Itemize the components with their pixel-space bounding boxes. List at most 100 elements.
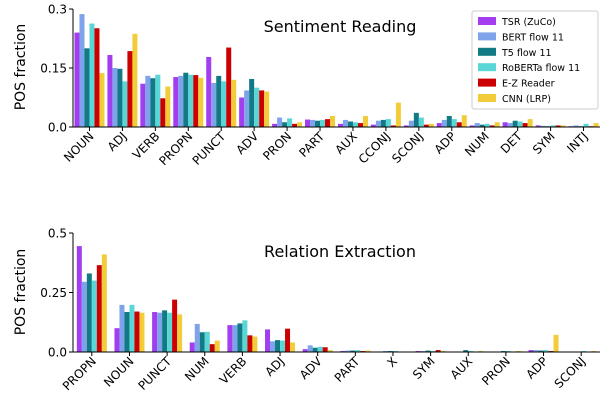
bar-pron-series-5: [297, 122, 303, 127]
legend-swatch: [478, 94, 496, 102]
bar-noun-series-3: [89, 23, 95, 127]
x-tick-label: ADJ: [105, 129, 130, 154]
bar-part-series-1: [345, 350, 351, 352]
bar-adv-series-2: [312, 347, 318, 352]
bar-adv-series-4: [259, 90, 265, 127]
bar-det-series-0: [502, 122, 508, 127]
bar-verb-series-3: [155, 74, 161, 127]
bar-noun-series-5: [139, 312, 145, 352]
bar-aux-series-5: [362, 115, 368, 127]
bar-verb-series-2: [237, 323, 243, 352]
bar-aux-series-0: [337, 123, 343, 127]
bar-verb-series-5: [252, 336, 258, 352]
bar-verb-series-5: [165, 86, 171, 127]
bar-sconj-series-0: [403, 125, 409, 127]
x-tick-label: SYM: [530, 129, 558, 157]
bar-adj-series-4: [127, 51, 133, 128]
bar-verb-series-1: [145, 75, 151, 127]
bar-noun-series-1: [79, 14, 85, 127]
bar-adp-series-5: [553, 334, 559, 352]
chart-title: Sentiment Reading: [264, 17, 417, 36]
bar-propn-series-3: [91, 280, 97, 352]
bar-num-series-2: [199, 332, 205, 352]
legend-label: TSR (ZuCo): [501, 17, 556, 28]
bar-noun-series-0: [74, 32, 80, 127]
bar-adv-series-5: [327, 350, 333, 352]
x-tick-label: PRON: [479, 354, 513, 388]
bar-verb-series-4: [160, 98, 166, 127]
legend-label: E-Z Reader: [502, 79, 555, 90]
x-tick-label: AUX: [332, 129, 360, 157]
x-tick-label: NUM: [462, 129, 492, 159]
x-tick-label: NOUN: [101, 354, 136, 389]
bar-num-series-4: [489, 125, 495, 127]
x-tick-label: NUM: [182, 354, 212, 384]
bar-part-series-2: [350, 350, 356, 352]
x-tick-label: INTJ: [564, 129, 590, 155]
x-tick-label: PART: [296, 129, 327, 160]
bar-aux-series-4: [357, 123, 363, 127]
bar-pron-series-1: [277, 117, 283, 127]
bar-propn-series-4: [193, 75, 199, 127]
bar-cconj-series-1: [375, 120, 381, 127]
y-axis-label: POS fraction: [13, 249, 29, 336]
bar-adp-series-3: [451, 119, 457, 127]
bar-adv-series-1: [307, 345, 313, 352]
y-tick-label: 0.0: [48, 121, 67, 135]
x-tick-label: CCONJ: [356, 129, 393, 166]
y-tick-label: 0.3: [48, 3, 67, 17]
bar-det-series-1: [507, 123, 513, 127]
bar-adj-series-3: [280, 340, 286, 352]
bar-num-series-0: [469, 125, 475, 127]
bar-pron-series-0: [272, 123, 278, 127]
bar-aux-series-3: [352, 122, 358, 127]
bar-adp-series-5: [461, 115, 467, 127]
bar-sconj-series-4: [423, 124, 429, 127]
bar-punct-series-3: [167, 312, 173, 352]
bar-propn-series-2: [86, 273, 92, 352]
bar-det-series-5: [527, 119, 533, 127]
bar-noun-series-4: [134, 311, 140, 352]
bar-sym-series-1: [540, 125, 546, 127]
bar-pron-series-3: [287, 118, 293, 127]
bar-num-series-1: [194, 323, 200, 352]
x-tick-label: ADV: [297, 354, 325, 382]
x-tick-label: ADP: [523, 354, 550, 381]
bar-adj-series-4: [285, 328, 291, 352]
legend-label: T5 flow 11: [501, 48, 552, 59]
bar-propn-series-1: [81, 281, 87, 352]
x-tick-label: VERB: [217, 354, 250, 387]
legend-swatch: [478, 17, 496, 25]
bar-part-series-3: [355, 350, 361, 352]
bar-verb-series-1: [232, 325, 238, 352]
x-tick-label: PUNCT: [136, 354, 175, 393]
bar-noun-series-2: [124, 312, 130, 352]
legend-swatch: [478, 47, 496, 56]
bar-adp-series-4: [456, 122, 462, 127]
bar-sym-series-2: [425, 350, 431, 352]
bar-propn-series-1: [178, 75, 184, 127]
bar-punct-series-3: [221, 81, 227, 127]
bar-num-series-0: [189, 342, 195, 352]
bar-punct-series-1: [157, 312, 163, 352]
bar-propn-series-5: [198, 77, 204, 127]
bar-punct-series-5: [231, 79, 237, 127]
bar-num-series-3: [484, 123, 490, 127]
bar-sym-series-0: [535, 125, 541, 127]
x-tick-label: SCONJ: [389, 129, 426, 166]
bar-adj-series-1: [112, 68, 118, 127]
bar-propn-series-3: [188, 74, 194, 127]
bar-noun-series-1: [119, 304, 125, 352]
bar-part-series-2: [315, 120, 321, 127]
legend-label: CNN (LRP): [502, 94, 551, 105]
bar-punct-series-5: [177, 314, 183, 352]
bar-part-series-5: [330, 115, 336, 127]
bar-sconj-series-1: [408, 120, 414, 127]
bar-part-series-0: [305, 119, 311, 127]
bar-noun-series-0: [114, 328, 120, 352]
legend: TSR (ZuCo) BERT flow 11 T5 flow 11 RoBERTa …: [471, 10, 599, 110]
bar-punct-series-2: [162, 310, 168, 352]
legend-label: BERT flow 11: [502, 32, 564, 43]
bar-verb-series-2: [150, 78, 156, 127]
bar-punct-series-0: [152, 312, 158, 352]
